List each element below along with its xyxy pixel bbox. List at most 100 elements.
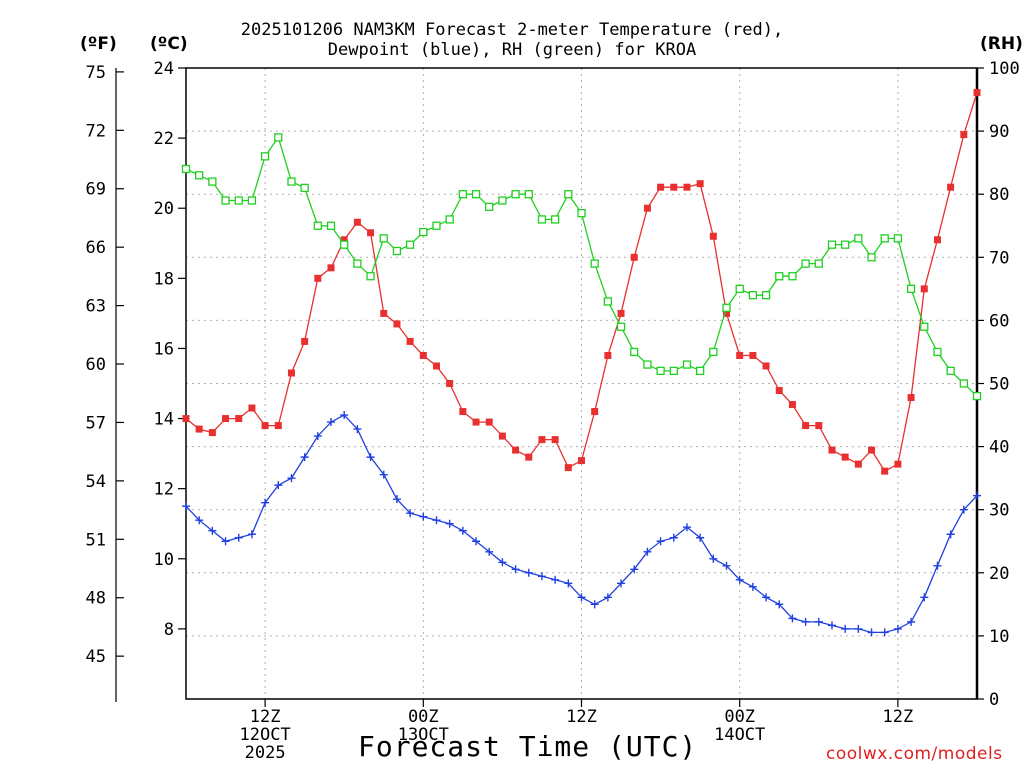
point-2-55 [906,284,916,294]
rh-tick-label-0: 0 [989,690,999,710]
point-1-50 [841,624,850,633]
c-tick-label-8: 8 [164,620,174,640]
point-1-17 [406,509,415,518]
point-2-19 [432,221,441,230]
point-0-58 [947,183,955,191]
f-tick-label-63: 63 [86,297,106,317]
point-1-45 [775,600,784,609]
point-0-4 [235,415,243,423]
point-2-9 [300,183,309,193]
point-1-35 [643,547,652,556]
point-1-11 [327,418,336,427]
point-0-22 [472,418,480,426]
point-0-15 [380,309,388,317]
series-line-0 [185,92,978,472]
point-2-26 [524,190,533,199]
point-2-12 [340,240,349,249]
point-1-21 [458,526,467,535]
point-1-42 [735,575,744,584]
x-tick-label-4-0: 12Z [883,707,914,727]
point-2-16 [392,246,402,256]
c-tick-label-12: 12 [154,480,174,500]
point-2-0 [181,164,191,174]
rh-tick-label-30: 30 [989,501,1009,521]
chart-title-line1: 2025101206 NAM3KM Forecast 2-meter Tempe… [240,20,784,40]
point-0-7 [274,422,282,430]
point-2-17 [405,240,415,249]
point-0-23 [485,418,493,426]
point-0-21 [459,408,467,416]
point-0-8 [287,369,295,377]
point-0-34 [630,253,638,261]
f-tick-label-69: 69 [86,180,106,200]
point-0-24 [498,432,506,440]
point-0-51 [854,460,862,468]
point-1-48 [814,617,823,626]
point-0-17 [406,337,414,345]
point-1-55 [907,617,916,626]
point-1-16 [392,495,401,504]
point-2-15 [379,234,388,243]
x-tick-label-2-0: 12Z [566,707,597,727]
point-2-33 [616,322,626,331]
point-1-3 [221,537,230,546]
point-0-50 [841,453,849,461]
point-1-18 [419,512,428,521]
point-2-47 [801,259,810,268]
point-0-38 [683,183,691,191]
point-0-14 [367,229,375,237]
point-2-39 [696,366,705,376]
point-0-49 [828,446,836,454]
x-axis-title: Forecast Time (UTC) [358,730,698,763]
chart-title-line2: Dewpoint (blue), RH (green) for KROA [327,40,697,60]
point-0-9 [301,337,309,345]
unit-fahrenheit-label: (ºF) [80,34,117,54]
point-2-44 [761,291,771,300]
point-1-27 [537,572,546,581]
point-1-43 [748,582,757,591]
point-2-3 [221,196,230,205]
point-1-60 [973,491,981,500]
point-0-59 [960,131,968,139]
rh-tick-label-70: 70 [989,248,1009,268]
point-0-20 [446,380,454,387]
point-0-36 [657,183,665,191]
point-0-43 [749,351,757,359]
point-0-33 [617,309,625,317]
point-0-37 [670,183,678,191]
c-tick-label-16: 16 [154,339,174,359]
point-2-14 [366,272,375,281]
point-2-28 [550,215,560,224]
point-2-13 [353,259,362,268]
f-tick-label-51: 51 [86,530,106,550]
point-0-30 [578,457,585,465]
f-tick-label-75: 75 [86,63,106,83]
point-0-11 [327,264,335,272]
x-tick-label-3-0: 00Z [724,707,755,727]
point-2-6 [260,152,270,161]
point-1-54 [893,624,902,633]
point-2-34 [630,347,639,357]
point-0-46 [788,401,796,409]
f-tick-label-72: 72 [86,121,106,141]
point-1-23 [485,547,494,556]
point-1-10 [313,432,322,441]
x-tick-label-3-1: 14OCT [714,725,765,745]
point-2-4 [234,196,243,205]
point-1-29 [564,579,573,588]
point-1-57 [933,561,942,570]
point-2-48 [814,259,823,268]
c-tick-label-24: 24 [154,59,174,79]
point-0-0 [182,415,190,423]
point-2-25 [511,190,520,199]
point-0-25 [512,446,520,454]
rh-tick-label-10: 10 [989,627,1009,647]
point-1-14 [366,453,375,462]
c-tick-label-10: 10 [154,550,174,570]
point-1-8 [287,474,296,483]
point-0-27 [538,436,546,444]
point-0-16 [393,320,401,328]
point-0-26 [525,453,533,461]
credit-text: coolwx.com/models [826,744,1003,764]
point-1-40 [709,554,718,563]
